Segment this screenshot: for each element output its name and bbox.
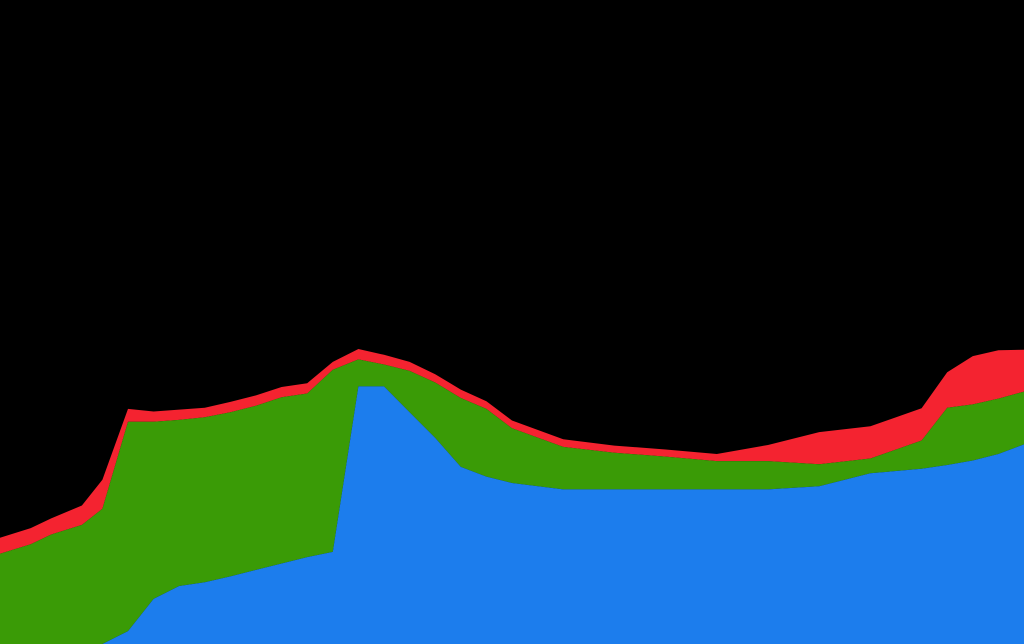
area-series-3 <box>0 349 1024 554</box>
area-series-2 <box>0 359 1024 644</box>
area-series-group <box>0 349 1024 644</box>
area-series-1 <box>0 386 1024 644</box>
